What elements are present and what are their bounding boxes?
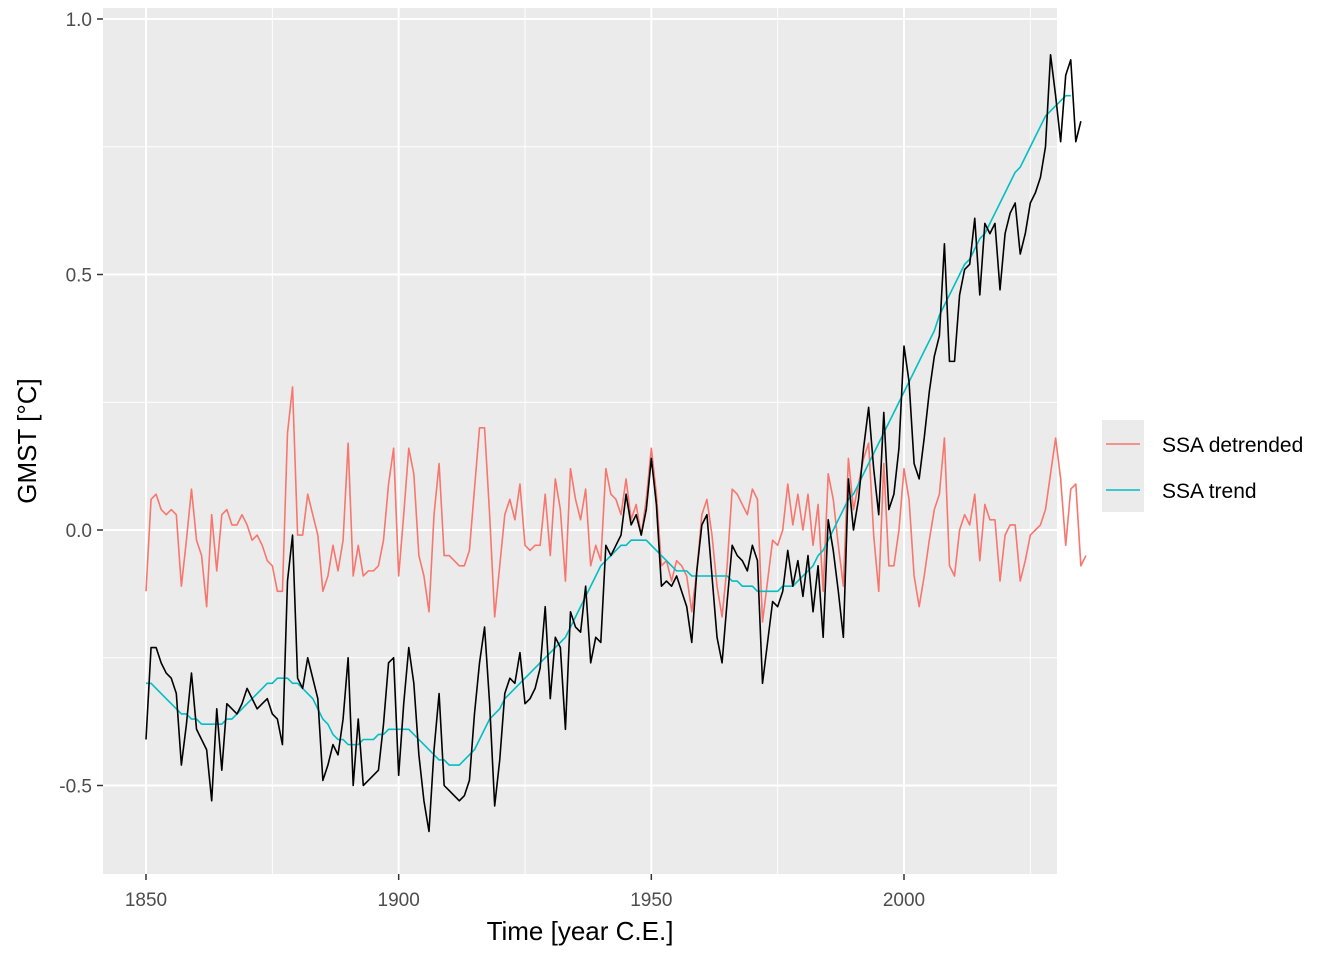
series-line-detrended xyxy=(145,386,1087,623)
legend-label-detrended: SSA detrended xyxy=(1162,434,1303,457)
y-axis: -0.5 0.0 0.5 1.0 xyxy=(59,10,103,798)
x-tick-label: 1900 xyxy=(378,890,420,911)
legend-label-trend: SSA trend xyxy=(1162,480,1257,503)
y-axis-title: GMST [°C] xyxy=(12,378,42,503)
x-axis-title: Time [year C.E.] xyxy=(487,916,674,946)
y-tick-label: 0.5 xyxy=(66,266,92,287)
x-tick-label: 1850 xyxy=(125,890,167,911)
x-axis: 1850 1900 1950 2000 xyxy=(125,874,925,911)
series-line-observed xyxy=(145,53,1082,833)
y-tick-label: 1.0 xyxy=(66,10,92,31)
plot-panel xyxy=(103,8,1057,874)
y-tick-label: -0.5 xyxy=(59,777,92,798)
series-layer xyxy=(145,53,1087,833)
series-line-trend xyxy=(146,94,1071,766)
y-tick-label: 0.0 xyxy=(66,521,92,542)
x-tick-label: 1950 xyxy=(630,890,672,911)
x-tick-label: 2000 xyxy=(883,890,925,911)
legend: SSA detrended SSA trend xyxy=(1102,420,1303,512)
grid xyxy=(103,8,1057,874)
